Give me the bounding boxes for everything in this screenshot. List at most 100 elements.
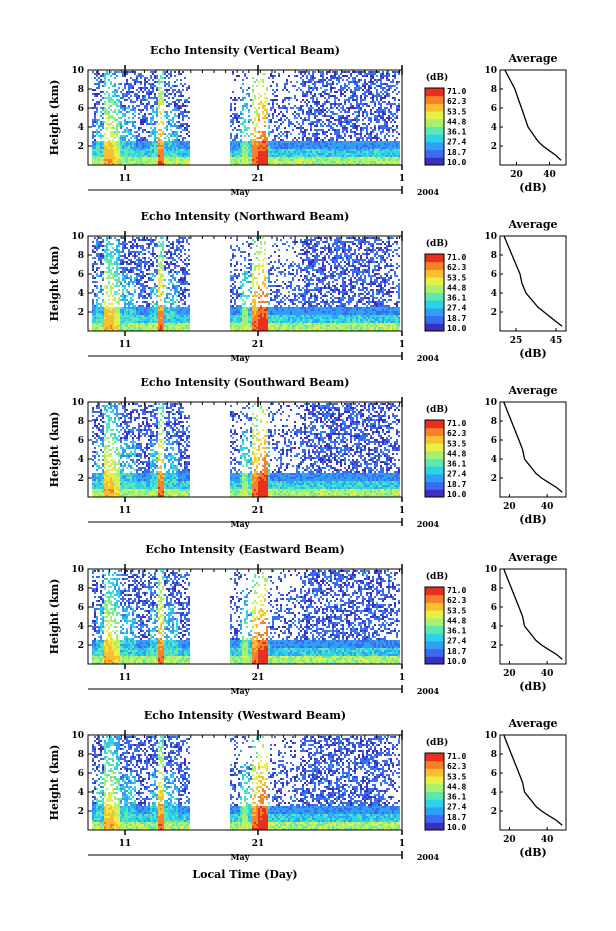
heatmap-cell xyxy=(366,163,368,165)
heatmap-cell xyxy=(368,119,370,121)
heatmap-cell xyxy=(312,163,314,165)
heatmap-cell xyxy=(104,75,106,77)
heatmap-cell xyxy=(182,141,184,143)
y-tick-label: 2 xyxy=(78,142,84,152)
heatmap-cell xyxy=(292,145,294,147)
heatmap-cell xyxy=(140,121,142,123)
heatmap-cell xyxy=(134,305,136,307)
heatmap-cell xyxy=(312,155,314,157)
heatmap-cell xyxy=(320,161,322,163)
heatmap-cell xyxy=(356,125,358,127)
heatmap-cell xyxy=(122,323,124,325)
heatmap-cell xyxy=(374,105,376,107)
heatmap-cell xyxy=(166,263,168,265)
heatmap-cell xyxy=(154,307,156,309)
heatmap-cell xyxy=(172,313,174,315)
heatmap-cell xyxy=(350,129,352,131)
heatmap-cell xyxy=(100,311,102,313)
heatmap-cell xyxy=(170,153,172,155)
heatmap-cell xyxy=(106,249,108,251)
heatmap-cell xyxy=(166,329,168,331)
heatmap-cell xyxy=(140,293,142,295)
heatmap-cell xyxy=(124,279,126,281)
heatmap-cell xyxy=(334,163,336,165)
heatmap-cell xyxy=(348,107,350,109)
heatmap-cell xyxy=(156,99,158,101)
heatmap-cell xyxy=(146,145,148,147)
heatmap-cell xyxy=(264,137,266,139)
heatmap-cell xyxy=(108,265,110,267)
heatmap-cell xyxy=(96,307,98,309)
heatmap-cell xyxy=(170,75,172,77)
heatmap-cell xyxy=(130,159,132,161)
heatmap-cell xyxy=(294,125,296,127)
heatmap-cell xyxy=(186,123,188,125)
heatmap-cell xyxy=(158,99,160,101)
heatmap-cell xyxy=(174,125,176,127)
heatmap-cell xyxy=(124,139,126,141)
heatmap-cell xyxy=(396,141,398,143)
heatmap-cell xyxy=(374,79,376,81)
heatmap-cell xyxy=(148,141,150,143)
heatmap-cell xyxy=(138,259,140,261)
heatmap-cell xyxy=(344,155,346,157)
heatmap-cell xyxy=(322,109,324,111)
heatmap-cell xyxy=(108,283,110,285)
heatmap-cell xyxy=(150,291,152,293)
heatmap-cell xyxy=(360,153,362,155)
heatmap-cell xyxy=(114,111,116,113)
heatmap-cell xyxy=(382,161,384,163)
heatmap-cell xyxy=(330,155,332,157)
heatmap-cell xyxy=(160,237,162,239)
heatmap-cell xyxy=(132,135,134,137)
heatmap-cell xyxy=(314,135,316,137)
heatmap-cell xyxy=(244,163,246,165)
heatmap-cell xyxy=(360,79,362,81)
heatmap-cell xyxy=(108,243,110,245)
heatmap-cell xyxy=(362,161,364,163)
heatmap-cell xyxy=(116,247,118,249)
heatmap-cell xyxy=(252,103,254,105)
heatmap-cell xyxy=(124,155,126,157)
heatmap-cell xyxy=(94,115,96,117)
heatmap-cell xyxy=(388,143,390,145)
heatmap-cell xyxy=(360,143,362,145)
avg-x-tick-label: 20 xyxy=(510,170,523,180)
heatmap-cell xyxy=(318,133,320,135)
heatmap-cell xyxy=(116,125,118,127)
heatmap-cell xyxy=(118,95,120,97)
heatmap-cell xyxy=(170,71,172,73)
heatmap-cell xyxy=(130,143,132,145)
heatmap-cell xyxy=(328,149,330,151)
heatmap-cell xyxy=(382,109,384,111)
heatmap-cell xyxy=(124,163,126,165)
heatmap-cell xyxy=(144,147,146,149)
heatmap-cell xyxy=(96,247,98,249)
heatmap-cell xyxy=(154,319,156,321)
heatmap-cell xyxy=(344,117,346,119)
heatmap-cell xyxy=(100,317,102,319)
heatmap-cell xyxy=(380,99,382,101)
heatmap-cell xyxy=(114,93,116,95)
heatmap-cell xyxy=(322,131,324,133)
heatmap-cell xyxy=(116,103,118,105)
heatmap-cell xyxy=(160,251,162,253)
heatmap-cell xyxy=(320,79,322,81)
heatmap-cell xyxy=(136,313,138,315)
heatmap-cell xyxy=(382,113,384,115)
heatmap-cell xyxy=(326,157,328,159)
heatmap-cell xyxy=(140,277,142,279)
heatmap-cell xyxy=(388,135,390,137)
heatmap-cell xyxy=(378,107,380,109)
heatmap-cell xyxy=(378,141,380,143)
heatmap-cell xyxy=(360,147,362,149)
heatmap-cell xyxy=(342,75,344,77)
heatmap-cell xyxy=(232,99,234,101)
heatmap-cell xyxy=(246,133,248,135)
heatmap-cell xyxy=(320,93,322,95)
heatmap-cell xyxy=(144,323,146,325)
heatmap-cell xyxy=(328,93,330,95)
heatmap-cell xyxy=(176,157,178,159)
heatmap-cell xyxy=(262,141,264,143)
heatmap-cell xyxy=(132,105,134,107)
